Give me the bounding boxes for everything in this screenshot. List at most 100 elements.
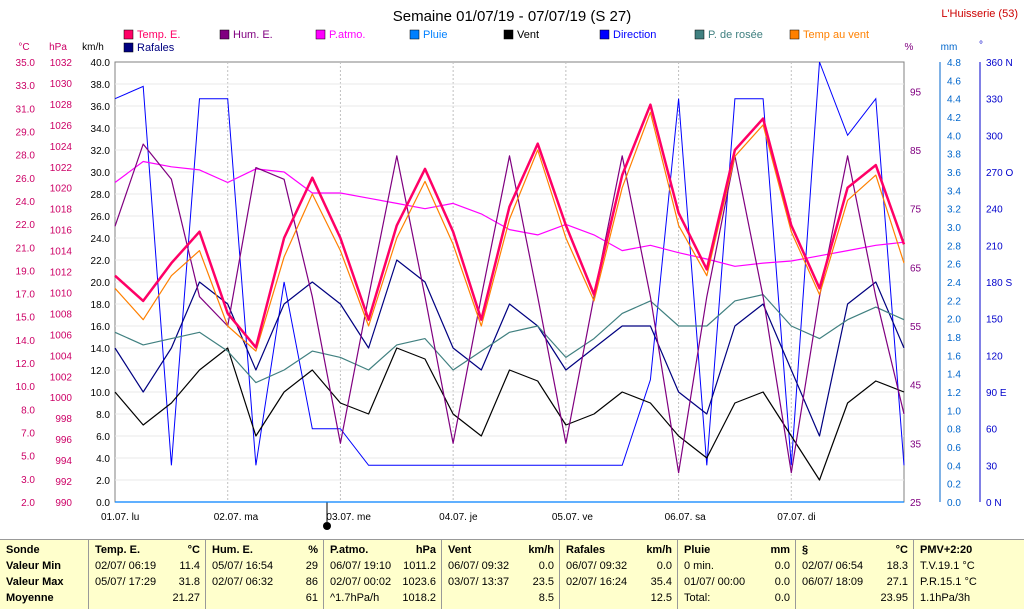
kmh-tick-15: 10.0 xyxy=(91,388,111,399)
unit-mm-label: mm xyxy=(941,42,958,53)
stats-col-pres: P.atmo. hPa 06/07/ 19:10 1011.2 02/07/ 00:… xyxy=(323,540,442,609)
stats-wind-heading: Vent xyxy=(448,544,472,556)
stats-pres-unit: hPa xyxy=(415,544,436,556)
mm-tick-23: 0.2 xyxy=(947,480,961,491)
stats-col-pmv: PMV+2:20 T.V.19.1 °C P.R.15.1 °C 1.1hPa/… xyxy=(913,540,1024,609)
mm-tick-14: 2.0 xyxy=(947,315,961,326)
hpa-tick-9: 1014 xyxy=(50,247,73,258)
mm-tick-0: 4.8 xyxy=(947,58,961,69)
mm-tick-19: 1.0 xyxy=(947,406,961,417)
temp-tick-11: 15.0 xyxy=(16,313,36,324)
hpa-tick-5: 1022 xyxy=(50,163,73,174)
deg-tick-12: 0 N xyxy=(986,498,1002,509)
mm-tick-15: 1.8 xyxy=(947,333,961,344)
kmh-tick-0: 40.0 xyxy=(91,58,111,69)
stats-wind-max-value: 23.5 xyxy=(532,576,554,588)
statistics-panel: Sonde Valeur Min Valeur Max Moyenne Temp… xyxy=(0,539,1024,609)
stats-col-gust: Rafales km/h 06/07/ 09:32 0.0 02/07/ 16:24… xyxy=(559,540,678,609)
stats-gust-max-value: 35.4 xyxy=(650,576,672,588)
stats-temp-unit: °C xyxy=(187,544,200,556)
legend-swatch-7 xyxy=(789,29,800,40)
kmh-tick-1: 38.0 xyxy=(91,80,111,91)
stats-wind-max-date: 03/07/ 13:37 xyxy=(448,576,510,588)
deg-tick-4: 240 xyxy=(986,205,1003,216)
hpa-tick-0: 1032 xyxy=(50,58,73,69)
stats-pres-min-value: 1011.2 xyxy=(403,560,436,572)
stats-row-min: Valeur Min xyxy=(6,560,62,572)
deg-tick-7: 150 xyxy=(986,315,1003,326)
hpa-tick-7: 1018 xyxy=(50,205,73,216)
unit-deg-label: ° xyxy=(979,40,983,51)
stats-temp-min-date: 02/07/ 06:19 xyxy=(95,560,157,572)
stats-temp-heading: Temp. E. xyxy=(95,544,141,556)
pct-tick-2: 75 xyxy=(910,205,922,216)
mm-tick-24: 0.0 xyxy=(947,498,961,509)
temp-tick-7: 22.0 xyxy=(16,220,36,231)
temp-tick-19: 2.0 xyxy=(21,498,35,509)
kmh-tick-19: 2.0 xyxy=(96,476,110,487)
mm-tick-5: 3.8 xyxy=(947,150,961,161)
hpa-tick-8: 1016 xyxy=(50,226,73,237)
plot-area xyxy=(114,61,906,503)
unit-pct-label: % xyxy=(905,42,914,53)
stats-extra-avg: 23.95 xyxy=(880,592,908,604)
stats-rain-max-date: 01/07/ 00:00 xyxy=(684,576,746,588)
x-tick-0: 01.07. lu xyxy=(101,512,139,523)
stats-gust-unit: km/h xyxy=(646,544,672,556)
stats-hum-avg: 61 xyxy=(305,592,318,604)
hpa-tick-19: 994 xyxy=(55,456,72,467)
stats-pres-max-date: 02/07/ 00:02 xyxy=(330,576,392,588)
x-tick-4: 05.07. ve xyxy=(552,512,594,523)
hpa-tick-12: 1008 xyxy=(50,309,73,320)
pct-tick-5: 45 xyxy=(910,381,922,392)
temp-tick-4: 28.0 xyxy=(16,151,36,162)
temp-tick-9: 19.0 xyxy=(16,266,36,277)
deg-tick-6: 180 S xyxy=(986,278,1012,289)
pct-tick-6: 35 xyxy=(910,439,922,450)
series-p-atmo- xyxy=(114,160,905,267)
deg-tick-3: 270 O xyxy=(986,168,1013,179)
legend-label-7: Temp au vent xyxy=(803,29,869,41)
stats-pmv-tv: T.V.19.1 °C xyxy=(920,560,975,572)
series-p-de-ros-e xyxy=(114,294,905,384)
kmh-tick-11: 18.0 xyxy=(91,300,111,311)
now-marker-dot xyxy=(323,522,331,530)
temp-tick-13: 12.0 xyxy=(16,359,36,370)
pct-tick-0: 95 xyxy=(910,87,922,98)
kmh-tick-7: 26.0 xyxy=(91,212,111,223)
weather-chart: Semaine 01/07/19 - 07/07/19 (S 27) L'Hui… xyxy=(16,8,1018,530)
deg-tick-2: 300 xyxy=(986,131,1003,142)
x-tick-5: 06.07. sa xyxy=(665,512,707,523)
unit-hpa-label: hPa xyxy=(49,42,67,53)
pct-tick-3: 65 xyxy=(910,263,922,274)
legend-label-5: Direction xyxy=(613,29,656,41)
series-temp-au-vent xyxy=(114,111,905,352)
x-tick-2: 03.07. me xyxy=(326,512,371,523)
legend-swatch-4 xyxy=(503,29,514,40)
stats-gust-avg: 12.5 xyxy=(650,592,672,604)
temp-tick-18: 3.0 xyxy=(21,475,35,486)
mm-tick-20: 0.8 xyxy=(947,425,961,436)
stats-hum-heading: Hum. E. xyxy=(212,544,253,556)
legend-swatch-2 xyxy=(315,29,326,40)
kmh-tick-13: 14.0 xyxy=(91,344,111,355)
temp-tick-0: 35.0 xyxy=(16,58,36,69)
temp-tick-14: 10.0 xyxy=(16,382,36,393)
stats-hum-unit: % xyxy=(308,544,318,556)
legend-swatch-0 xyxy=(123,29,134,40)
x-tick-6: 07.07. di xyxy=(777,512,815,523)
stats-col-wind: Vent km/h 06/07/ 09:32 0.0 03/07/ 13:37 23.… xyxy=(441,540,560,609)
temp-tick-12: 14.0 xyxy=(16,336,36,347)
stats-wind-unit: km/h xyxy=(528,544,554,556)
stats-pmv-heading: PMV+2:20 xyxy=(920,544,973,556)
stats-wind-avg: 8.5 xyxy=(538,592,554,604)
hpa-tick-16: 1000 xyxy=(50,393,73,404)
mm-tick-21: 0.6 xyxy=(947,443,961,454)
hpa-tick-3: 1026 xyxy=(50,121,73,132)
stats-temp-min-value: 11.4 xyxy=(179,560,200,572)
kmh-tick-3: 34.0 xyxy=(91,124,111,135)
hpa-tick-11: 1010 xyxy=(50,288,73,299)
deg-tick-10: 60 xyxy=(986,425,998,436)
temp-tick-10: 17.0 xyxy=(16,290,36,301)
stats-hum-max-date: 02/07/ 06:32 xyxy=(212,576,274,588)
